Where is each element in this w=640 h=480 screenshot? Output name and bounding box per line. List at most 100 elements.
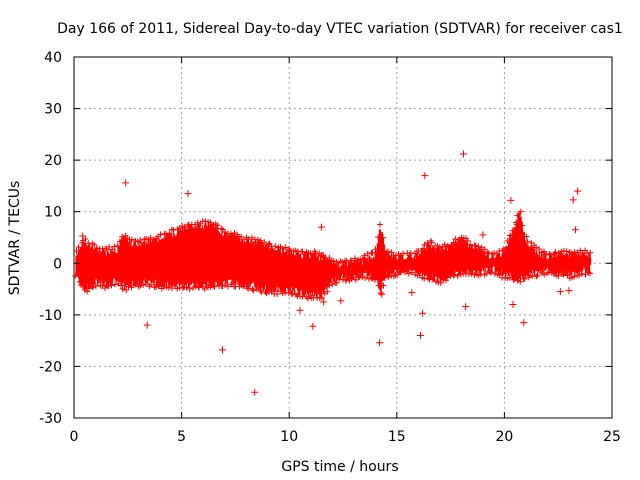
data-point (479, 231, 487, 239)
band-edge-marker (329, 281, 336, 288)
data-point (317, 223, 325, 231)
band-edge-marker (82, 235, 89, 242)
band-edge-marker (333, 279, 340, 286)
band-edge-marker (181, 223, 188, 230)
band-edge-marker (137, 237, 144, 244)
band-edge-marker (560, 271, 567, 278)
band-edge-marker (211, 283, 218, 290)
data-point (122, 179, 130, 187)
band-edge-marker (151, 284, 158, 291)
x-tick-label: 10 (280, 429, 298, 445)
band-edge-marker (311, 248, 318, 255)
band-edge-marker (324, 288, 331, 295)
band-edge-marker (222, 282, 229, 289)
band-edge-marker (450, 272, 457, 279)
y-tick-label: 10 (44, 205, 62, 221)
band-edge-marker (558, 271, 565, 278)
band-edge-marker (93, 245, 100, 252)
band-edge-marker (372, 276, 379, 283)
band-edge-marker (484, 249, 491, 256)
band-edge-marker (444, 274, 451, 281)
band-edge-marker (533, 273, 540, 280)
data-point (556, 288, 564, 296)
band-edge-marker (437, 279, 444, 286)
data-point (513, 221, 521, 229)
band-edge-marker (362, 274, 369, 281)
band-edge-marker (132, 281, 139, 288)
band-edge-marker (468, 270, 475, 277)
band-edge-marker (475, 243, 482, 250)
band-edge-marker (491, 270, 498, 277)
data-point (184, 190, 192, 198)
band-edge-marker (472, 242, 479, 249)
band-edge-marker (571, 273, 578, 280)
band-edge-marker (285, 246, 292, 253)
band-edge-marker (224, 283, 231, 290)
band-edge-marker (114, 242, 121, 249)
band-edge-marker (571, 248, 578, 255)
band-edge-marker (500, 246, 507, 253)
data-point (574, 187, 582, 195)
band-edge-marker (478, 244, 485, 251)
band-edge-marker (219, 282, 226, 289)
band-edge-marker (105, 282, 112, 289)
band-edge-marker (586, 270, 593, 277)
band-edge-marker (134, 238, 141, 245)
band-edge-marker (72, 272, 79, 279)
band-edge-marker (506, 274, 513, 281)
band-edge-marker (91, 241, 98, 248)
band-edge-marker (240, 283, 247, 290)
band-edge-marker (328, 257, 335, 264)
data-point (296, 306, 304, 314)
band-edge-marker (384, 248, 391, 255)
band-edge-marker (451, 271, 458, 278)
axis-ticks (73, 56, 613, 419)
band-edge-marker (250, 287, 257, 294)
band-edge-marker (168, 285, 175, 292)
band-edge-marker (201, 285, 208, 292)
band-edge-marker (574, 249, 581, 256)
band-edge-marker (464, 237, 471, 244)
band-edge-marker (108, 282, 115, 289)
band-edge-marker (576, 272, 583, 279)
data-point (421, 172, 429, 180)
band-edge-marker (440, 276, 447, 283)
band-edge-marker (307, 250, 314, 257)
band-edge-marker (75, 244, 82, 251)
band-edge-marker (192, 283, 199, 290)
band-edge-marker (162, 231, 169, 238)
band-edge-marker (289, 290, 296, 297)
x-tick-label: 5 (177, 429, 186, 445)
band-edge-marker (343, 276, 350, 283)
band-edge-marker (326, 282, 333, 289)
band-edge-marker (228, 281, 235, 288)
band-edge-marker (452, 236, 459, 243)
band-edge-marker (106, 243, 113, 250)
band-edge-marker (380, 234, 387, 241)
band-edge-marker (369, 250, 376, 257)
band-edge-marker (245, 285, 252, 292)
band-edge-marker (509, 227, 516, 234)
band-edge-marker (488, 269, 495, 276)
band-edge-marker (157, 231, 164, 238)
band-edge-marker (207, 219, 214, 226)
band-edge-marker (253, 286, 260, 293)
data-point (337, 297, 345, 305)
band-edge-marker (368, 274, 375, 281)
data-point (218, 346, 226, 354)
data-point (320, 298, 328, 306)
band-edge-marker (143, 281, 150, 288)
band-edge-marker (442, 277, 449, 284)
band-edge-marker (293, 291, 300, 298)
band-edge-marker (380, 282, 387, 289)
band-edge-marker (511, 276, 518, 283)
band-edge-marker (89, 284, 96, 291)
band-edge-marker (352, 276, 359, 283)
band-edge-marker (510, 276, 517, 283)
band-edge-marker (257, 287, 264, 294)
y-tick-labels: -30 -20 -10 0 10 20 30 40 (39, 50, 62, 427)
band-edge-marker (506, 232, 513, 239)
band-edge-marker (348, 276, 355, 283)
band-edge-marker (117, 282, 124, 289)
